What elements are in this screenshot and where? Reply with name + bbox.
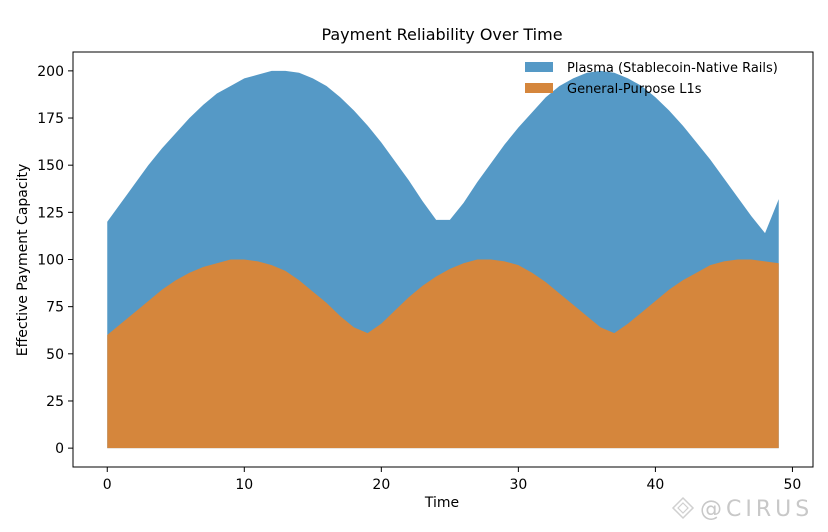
y-tick-label: 25 [46, 394, 64, 410]
x-axis: 0 10 20 30 40 50 [103, 467, 802, 493]
x-tick-label: 30 [509, 477, 527, 493]
area-series-2 [107, 259, 779, 449]
watermark: @CIRUS [671, 496, 813, 522]
x-tick-label: 50 [784, 477, 802, 493]
watermark-text: @CIRUS [700, 497, 813, 522]
x-tick-label: 40 [646, 477, 664, 493]
area-layer [107, 70, 779, 449]
x-tick-label: 0 [103, 477, 112, 493]
y-tick-label: 200 [37, 64, 64, 80]
y-tick-label: 0 [55, 441, 64, 457]
legend-label: Plasma (Stablecoin-Native Rails) [567, 61, 778, 76]
watermark-logo-icon [671, 496, 695, 520]
legend: Plasma (Stablecoin-Native Rails) General-… [525, 61, 778, 97]
legend-swatch [525, 62, 553, 72]
y-tick-label: 125 [37, 205, 64, 221]
chart-title: Payment Reliability Over Time [321, 25, 562, 44]
legend-label: General-Purpose L1s [567, 82, 702, 97]
x-tick-label: 20 [372, 477, 390, 493]
y-tick-label: 75 [46, 300, 64, 316]
y-tick-label: 175 [37, 111, 64, 127]
x-tick-label: 10 [235, 477, 253, 493]
x-axis-title: Time [424, 495, 459, 511]
y-axis: 0 25 50 75 100 125 150 175 200 [37, 64, 73, 457]
legend-swatch [525, 83, 553, 93]
y-axis-title: Effective Payment Capacity [15, 164, 31, 356]
y-tick-label: 150 [37, 158, 64, 174]
y-tick-label: 100 [37, 253, 64, 269]
y-tick-label: 50 [46, 347, 64, 363]
